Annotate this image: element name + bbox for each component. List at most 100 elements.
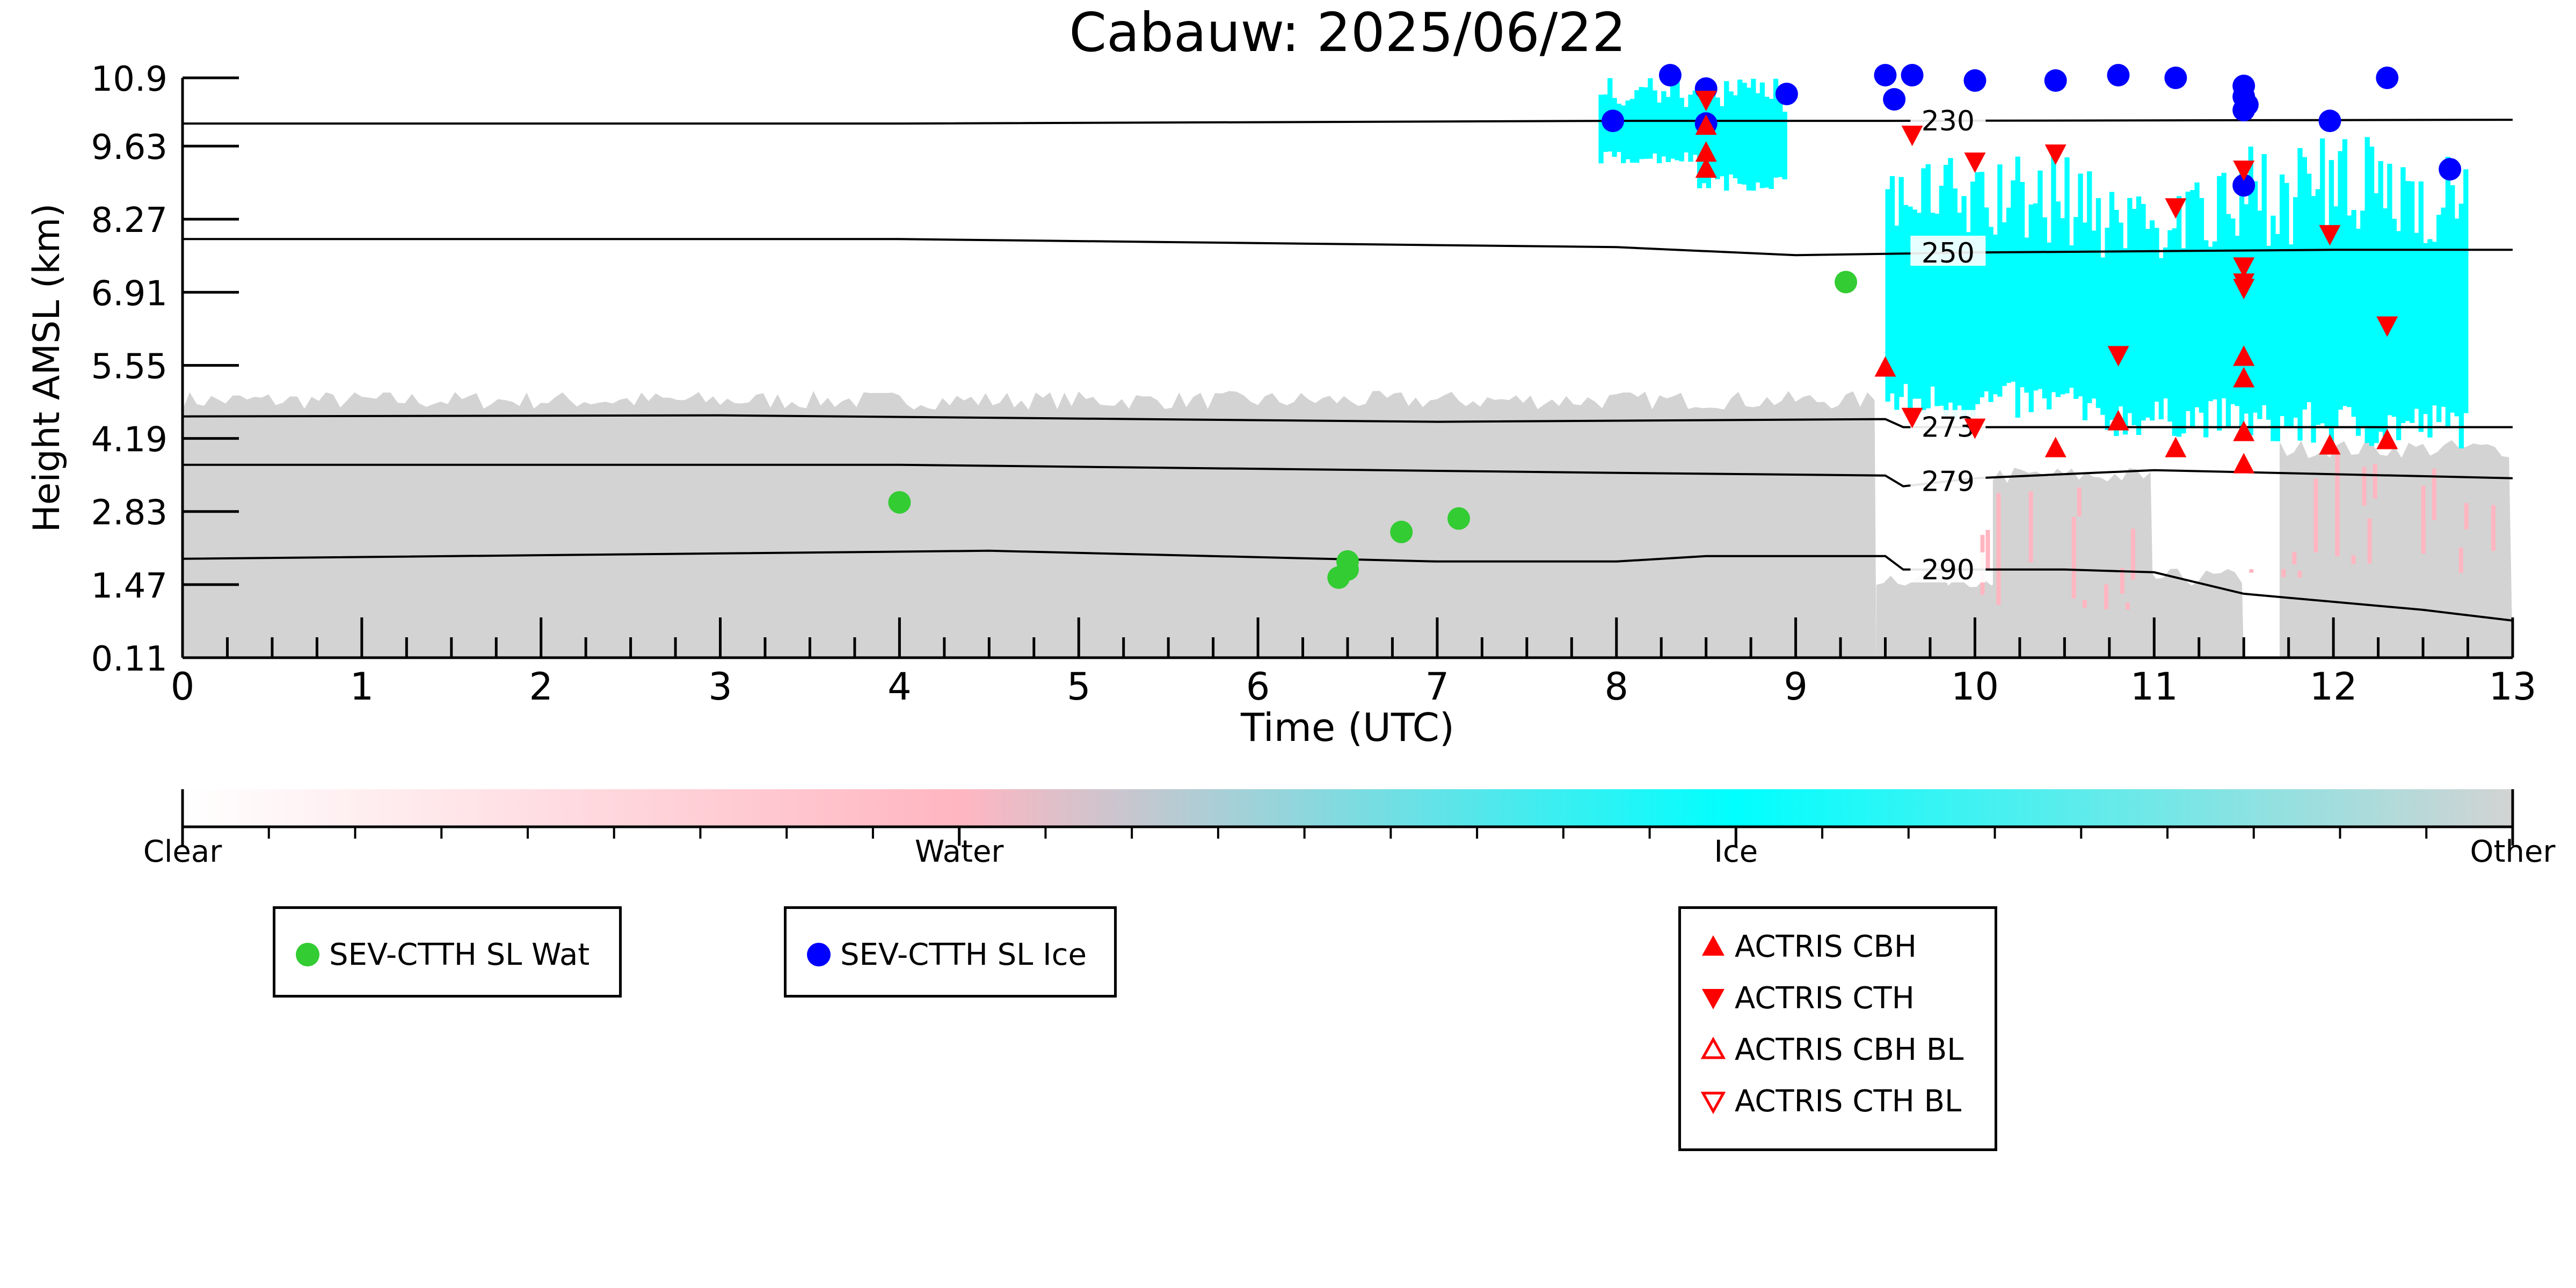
ice-column (2288, 244, 2294, 428)
ice-column (2360, 210, 2366, 427)
ice-column (2458, 203, 2464, 449)
water-streak (2028, 491, 2033, 563)
contour-line-273 (183, 414, 2513, 428)
ice-column (2145, 229, 2150, 418)
ice-column (2225, 214, 2231, 427)
marker-actris-cth (2044, 144, 2066, 165)
marker-actris-cth (2233, 279, 2255, 300)
ice-column (1912, 209, 1917, 399)
marker-actris-cth (1964, 152, 1986, 173)
y-tick-label: 9.63 (91, 128, 168, 168)
marker-sev-ctth-sl-ice (2439, 158, 2462, 181)
legend-label: ACTRIS CTH (1735, 980, 1915, 1016)
legend-item-cth: ACTRIS CTH (1692, 980, 1915, 1016)
ice-column (2002, 222, 2007, 386)
water-streak (2351, 555, 2356, 564)
contour-line-279 (183, 463, 2513, 487)
marker-sev-ctth-sl-ice (2107, 64, 2130, 86)
ice-column (2060, 218, 2065, 395)
marker-actris-cbh (1695, 114, 1717, 135)
marker-layer (888, 64, 2462, 589)
ice-column (2015, 156, 2020, 418)
ice-column (2042, 217, 2047, 398)
ice-column (1925, 164, 1931, 409)
ice-column (2221, 172, 2226, 398)
ice-column (2418, 181, 2424, 432)
chart-title: Cabauw: 2025/06/22 (1069, 1, 1626, 64)
marker-actris-cbh (2044, 436, 2066, 457)
ice-column (1737, 111, 1743, 184)
ice-column (1944, 165, 1949, 416)
ice-column (1629, 99, 1635, 163)
ice-column (2082, 222, 2088, 420)
x-tick-label: 6 (1246, 665, 1270, 709)
water-streak (2249, 569, 2254, 573)
colorbar-label-water: Water (915, 834, 1005, 869)
ice-column (2163, 248, 2169, 398)
ice-column (1742, 108, 1747, 185)
ice-column (2369, 147, 2375, 446)
ice-column (2239, 170, 2245, 433)
water-streak (2421, 485, 2426, 554)
ice-column (1751, 100, 1756, 191)
legend-item-cbh: ACTRIS CBH (1692, 929, 1917, 964)
marker-actris-cbh (2376, 428, 2398, 449)
ice-column (1728, 91, 1734, 174)
ice-column (1661, 91, 1667, 157)
ice-column (2364, 137, 2370, 443)
marker-actris-cth (2376, 316, 2398, 337)
water-streak (1996, 493, 2001, 605)
contour-label-bg (1910, 464, 1986, 494)
other-region (183, 391, 1876, 658)
contour-label-279: 279 (1922, 465, 1975, 498)
ice-column (1697, 105, 1702, 188)
ice-column (1634, 90, 1640, 163)
marker-actris-cth (2319, 225, 2341, 246)
legend-label: ACTRIS CBH BL (1735, 1032, 1964, 1067)
y-axis-label: Height AMSL (km) (26, 203, 68, 533)
ice-column (2351, 210, 2356, 417)
x-tick-label: 8 (1604, 665, 1628, 709)
ice-column (1984, 207, 1989, 391)
water-streak (2335, 449, 2340, 557)
x-tick-label: 13 (2488, 665, 2536, 709)
ice-column (2114, 209, 2119, 436)
ice-column (2073, 217, 2079, 399)
marker-actris-cbh (1874, 356, 1896, 377)
y-tick-label: 1.47 (91, 566, 168, 606)
ice-column (2212, 241, 2218, 399)
water-streak (2367, 518, 2372, 564)
ice-column (1773, 78, 1779, 178)
marker-sev-ctth-sl-ice (1602, 110, 1625, 133)
ice-column (1992, 235, 1998, 395)
ice-column (2095, 198, 2101, 408)
ice-column (2450, 185, 2455, 413)
colorbar (181, 789, 2514, 829)
ice-column (1701, 93, 1707, 184)
y-tick-label: 4.19 (91, 420, 168, 460)
ice-column (2405, 181, 2410, 421)
ice-column (2284, 183, 2289, 427)
ice-column (1966, 232, 1971, 411)
marker-sev-ctth-sl-ice (2232, 174, 2255, 197)
marker-actris-cth (1695, 91, 1717, 112)
ice-column (2037, 170, 2043, 389)
ice-column (2019, 182, 2025, 388)
ice-column (2355, 229, 2361, 436)
ice-column (1948, 158, 1953, 403)
ice-column (2230, 218, 2236, 404)
x-tick-label: 1 (350, 665, 374, 709)
x-tick-label: 11 (2130, 665, 2178, 709)
colorbar-gradient (183, 789, 2513, 827)
marker-actris-cth (1901, 126, 1923, 147)
y-tick-label: 6.91 (91, 274, 168, 314)
ice-column (2154, 228, 2159, 402)
legend-actris: ACTRIS CBH ACTRIS CTH ACTRIS CBH BL ACTR… (1678, 906, 1997, 1151)
ice-column (2136, 196, 2142, 435)
ice-column (2302, 157, 2307, 410)
ice-column (2047, 242, 2052, 410)
ice-column (2328, 160, 2334, 446)
water-streak (2130, 528, 2135, 580)
marker-actris-cth (2233, 161, 2255, 181)
